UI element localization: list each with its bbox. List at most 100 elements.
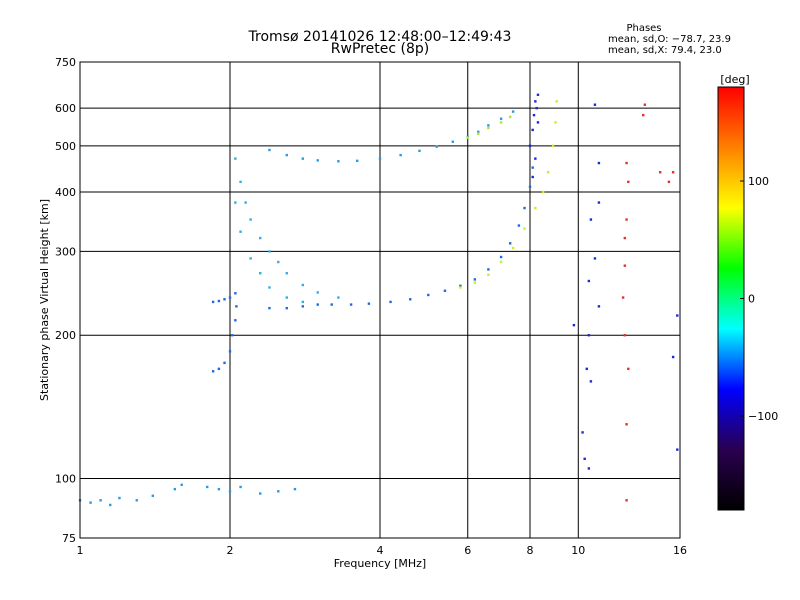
data-point: [499, 121, 503, 124]
data-point: [244, 201, 247, 204]
data-point: [337, 296, 340, 299]
data-point: [531, 128, 534, 132]
data-point: [587, 279, 591, 283]
data-point: [583, 457, 586, 461]
colorbar-tick-label: 0: [748, 293, 755, 306]
plot-frame: [79, 61, 681, 539]
data-point: [367, 302, 371, 305]
data-point: [268, 148, 271, 152]
data-point: [532, 113, 536, 117]
data-point: [205, 485, 209, 489]
data-point: [316, 159, 319, 162]
data-point: [89, 501, 92, 504]
data-point: [546, 171, 550, 174]
data-point: [355, 159, 359, 163]
data-point: [531, 166, 534, 169]
data-point: [211, 300, 215, 304]
data-points: [78, 93, 679, 507]
data-point: [268, 306, 271, 310]
data-point: [301, 157, 305, 160]
data-point: [517, 224, 521, 227]
data-point: [585, 367, 588, 371]
data-point: [487, 126, 490, 130]
data-point: [508, 242, 512, 245]
data-point: [228, 490, 232, 493]
data-point: [523, 206, 526, 210]
data-point: [268, 286, 271, 289]
y-tick-label: 500: [55, 140, 76, 153]
data-point: [259, 236, 262, 240]
data-point: [658, 171, 662, 174]
data-point: [523, 227, 526, 230]
data-point: [239, 230, 242, 233]
data-point: [676, 448, 679, 451]
data-point: [625, 218, 628, 221]
data-point: [466, 136, 469, 139]
data-point: [541, 190, 545, 194]
data-point: [301, 300, 305, 304]
data-point: [487, 268, 490, 271]
data-point: [528, 144, 532, 148]
data-point: [180, 483, 183, 487]
data-point: [239, 485, 242, 489]
data-point: [671, 171, 675, 174]
data-point: [349, 303, 353, 306]
data-point: [217, 487, 221, 491]
data-point: [589, 380, 593, 383]
data-point: [330, 303, 333, 306]
data-point: [597, 161, 601, 165]
data-point: [572, 323, 576, 327]
data-point: [477, 132, 480, 135]
data-point: [451, 140, 455, 143]
data-point: [230, 334, 234, 337]
x-tick-label: 10: [571, 544, 585, 557]
data-point: [316, 303, 319, 306]
data-point: [499, 255, 503, 259]
data-point: [293, 487, 297, 491]
colorbar-tick-label: 100: [748, 175, 769, 188]
data-point: [535, 106, 538, 110]
colorbar: [717, 86, 745, 511]
chart-subtitle: RwPretec (8p): [331, 41, 429, 57]
data-point: [531, 175, 534, 179]
data-point: [418, 149, 421, 153]
data-point: [409, 298, 412, 301]
data-point: [285, 153, 288, 157]
data-point: [671, 355, 675, 359]
data-point: [627, 180, 630, 184]
data-point: [249, 218, 252, 221]
data-point: [301, 283, 305, 287]
data-point: [477, 130, 480, 134]
data-point: [277, 490, 280, 493]
data-point: [234, 201, 237, 204]
data-point: [285, 306, 288, 310]
y-tick-label: 750: [55, 56, 76, 69]
data-point: [625, 499, 628, 502]
data-point: [593, 103, 597, 106]
x-tick-label: 6: [464, 544, 471, 557]
data-point: [581, 431, 584, 434]
data-point: [427, 293, 430, 297]
data-point: [285, 272, 288, 275]
data-point: [643, 103, 647, 106]
data-point: [623, 334, 627, 337]
data-point: [443, 289, 447, 292]
data-point: [239, 180, 242, 184]
data-point: [173, 487, 177, 491]
data-point: [555, 100, 558, 103]
x-tick-label: 4: [377, 544, 384, 557]
data-point: [551, 144, 555, 148]
data-point: [235, 305, 238, 308]
data-point: [487, 273, 490, 276]
legend-title: Phases: [626, 23, 661, 34]
y-tick-label: 400: [55, 186, 76, 199]
data-point: [223, 298, 226, 301]
y-axis-label: Stationary phase Virtual Height [km]: [38, 199, 51, 401]
data-point: [623, 236, 627, 240]
data-point: [589, 218, 593, 221]
x-tick-label: 2: [227, 544, 234, 557]
data-point: [234, 292, 237, 295]
grid: [80, 62, 680, 538]
data-point: [621, 296, 625, 299]
